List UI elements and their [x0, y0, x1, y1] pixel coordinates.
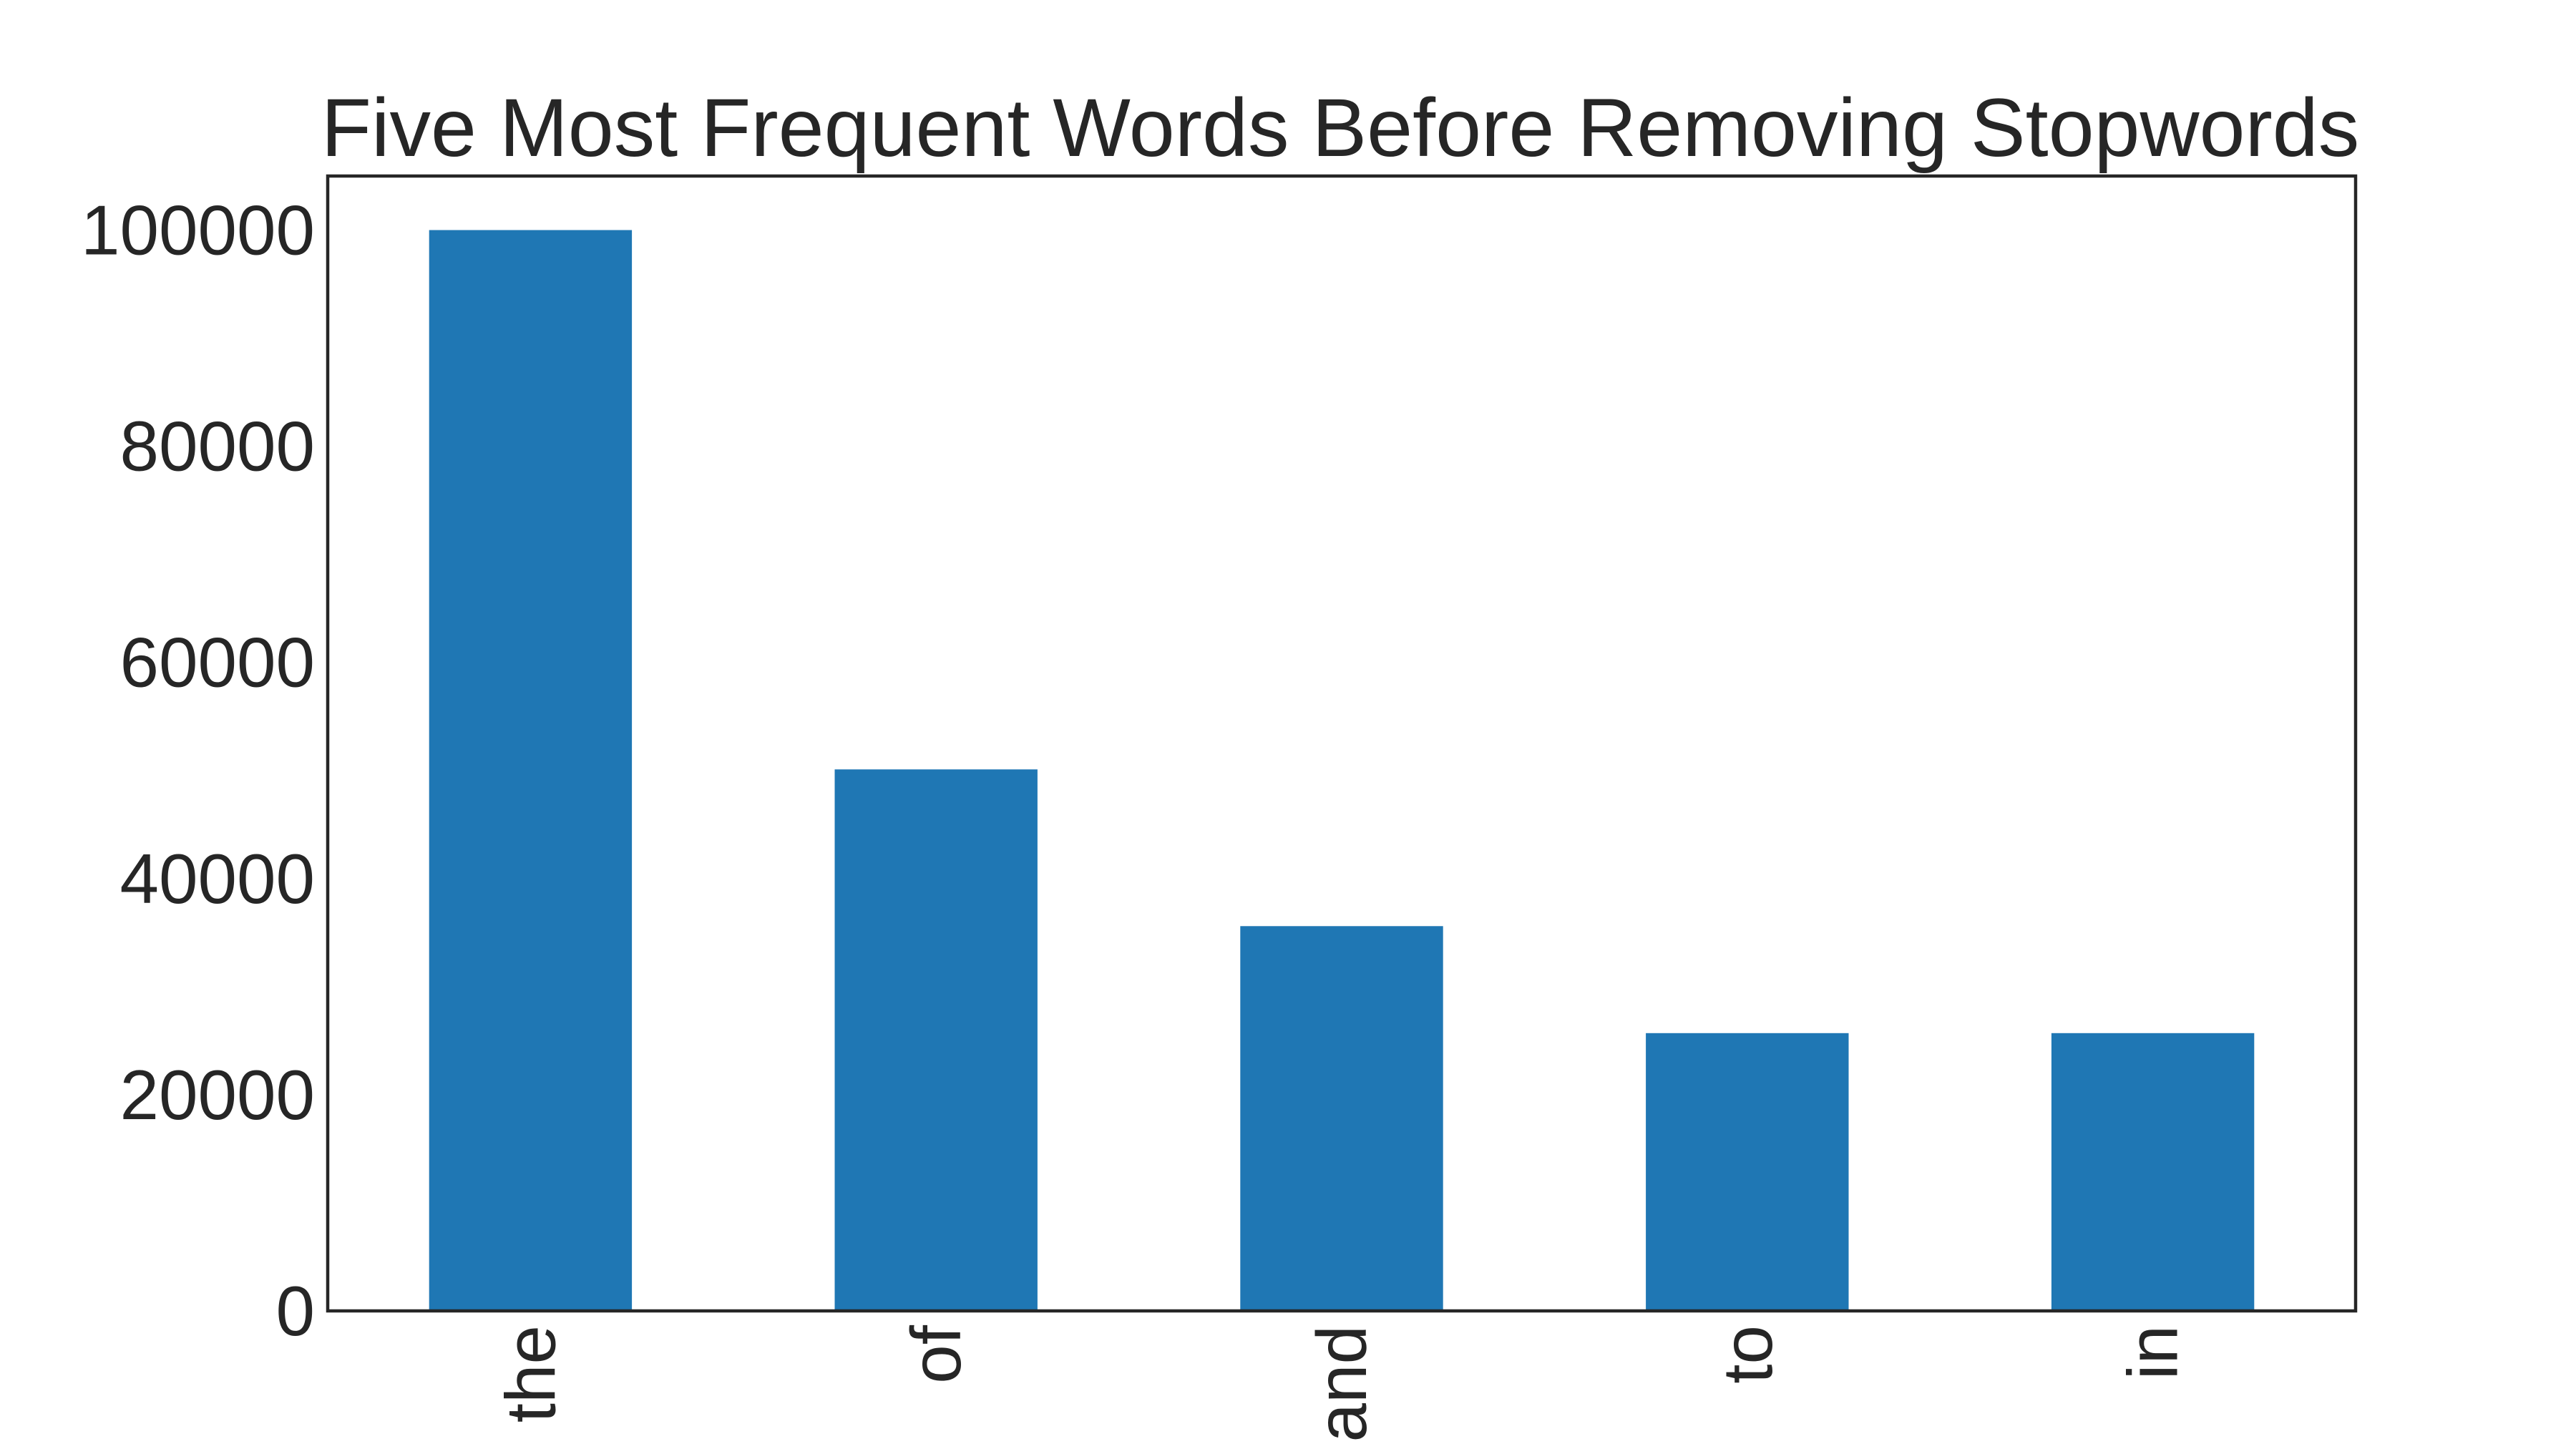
y-tick-label-20000: 20000 [119, 1055, 315, 1134]
x-tick-label-of: of [897, 1324, 975, 1384]
plot-frame [326, 174, 2358, 1313]
y-tick-label-80000: 80000 [119, 407, 315, 486]
x-tick-label-in: in [2114, 1325, 2192, 1380]
x-tick-label-the: the [491, 1325, 570, 1423]
y-tick-label-100000: 100000 [81, 191, 315, 270]
bar-and [1240, 926, 1443, 1311]
y-tick-label-60000: 60000 [119, 623, 315, 702]
x-tick-label-and: and [1302, 1325, 1381, 1443]
y-tick-label-0: 0 [275, 1272, 315, 1350]
chart-title: Five Most Frequent Words Before Removing… [321, 82, 2360, 174]
bar-the [429, 230, 633, 1311]
y-axis-ticks: 0 20000 40000 60000 80000 100000 [81, 191, 315, 1350]
x-tick-label-to: to [1708, 1325, 1787, 1384]
bar-in [2051, 1033, 2255, 1311]
bar-to [1646, 1033, 1849, 1311]
bar-of [834, 769, 1038, 1311]
x-axis-ticks: the of and to in [491, 1324, 2192, 1442]
y-tick-label-40000: 40000 [119, 839, 315, 918]
bars-group [429, 230, 2255, 1311]
